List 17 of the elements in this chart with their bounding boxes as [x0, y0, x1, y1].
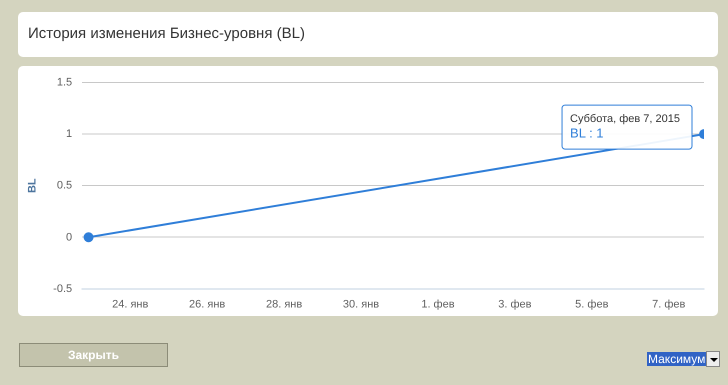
y-tick-label: 1 — [66, 128, 72, 140]
y-axis-title: BL — [26, 178, 39, 194]
x-tick-label: 7. фев — [652, 298, 686, 310]
x-tick-label: 26. янв — [189, 298, 226, 310]
x-tick-label: 30. янв — [342, 298, 380, 310]
x-tick-label: 24. янв — [112, 298, 148, 310]
y-tick-label: 1.5 — [56, 76, 72, 89]
chart-title: История изменения Бизнес-уровня (BL) — [28, 25, 305, 42]
x-tick-label: 3. фев — [498, 298, 532, 310]
x-tick-label: 28. янв — [266, 298, 302, 310]
annotation: Суббота, фев 7, 2015 BL : 1 — [570, 113, 680, 141]
y-tick-label: -0.5 — [53, 282, 72, 295]
x-tick-label: 1. фев — [421, 298, 455, 310]
close-button: Закрыть — [19, 343, 168, 367]
y-tick-label: 0.5 — [56, 180, 72, 192]
x-tick-label: 5. фев — [575, 298, 609, 310]
y-tick-label: 0 — [66, 231, 72, 244]
